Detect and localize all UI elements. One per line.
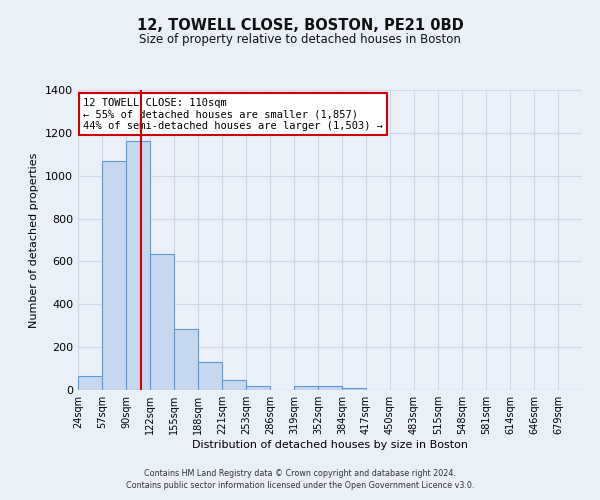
Bar xyxy=(294,386,318,390)
Bar xyxy=(126,142,150,390)
Bar xyxy=(318,386,342,390)
Text: 12 TOWELL CLOSE: 110sqm
← 55% of detached houses are smaller (1,857)
44% of semi: 12 TOWELL CLOSE: 110sqm ← 55% of detache… xyxy=(83,98,383,130)
Bar xyxy=(150,254,174,390)
Bar xyxy=(198,362,222,390)
Y-axis label: Number of detached properties: Number of detached properties xyxy=(29,152,40,328)
X-axis label: Distribution of detached houses by size in Boston: Distribution of detached houses by size … xyxy=(192,440,468,450)
Text: 12, TOWELL CLOSE, BOSTON, PE21 0BD: 12, TOWELL CLOSE, BOSTON, PE21 0BD xyxy=(137,18,463,32)
Bar xyxy=(342,388,366,390)
Text: Contains HM Land Registry data © Crown copyright and database right 2024.: Contains HM Land Registry data © Crown c… xyxy=(144,468,456,477)
Bar xyxy=(222,380,246,390)
Text: Contains public sector information licensed under the Open Government Licence v3: Contains public sector information licen… xyxy=(126,481,474,490)
Bar xyxy=(174,329,198,390)
Bar xyxy=(246,386,270,390)
Text: Size of property relative to detached houses in Boston: Size of property relative to detached ho… xyxy=(139,32,461,46)
Bar xyxy=(102,160,126,390)
Bar xyxy=(78,376,102,390)
